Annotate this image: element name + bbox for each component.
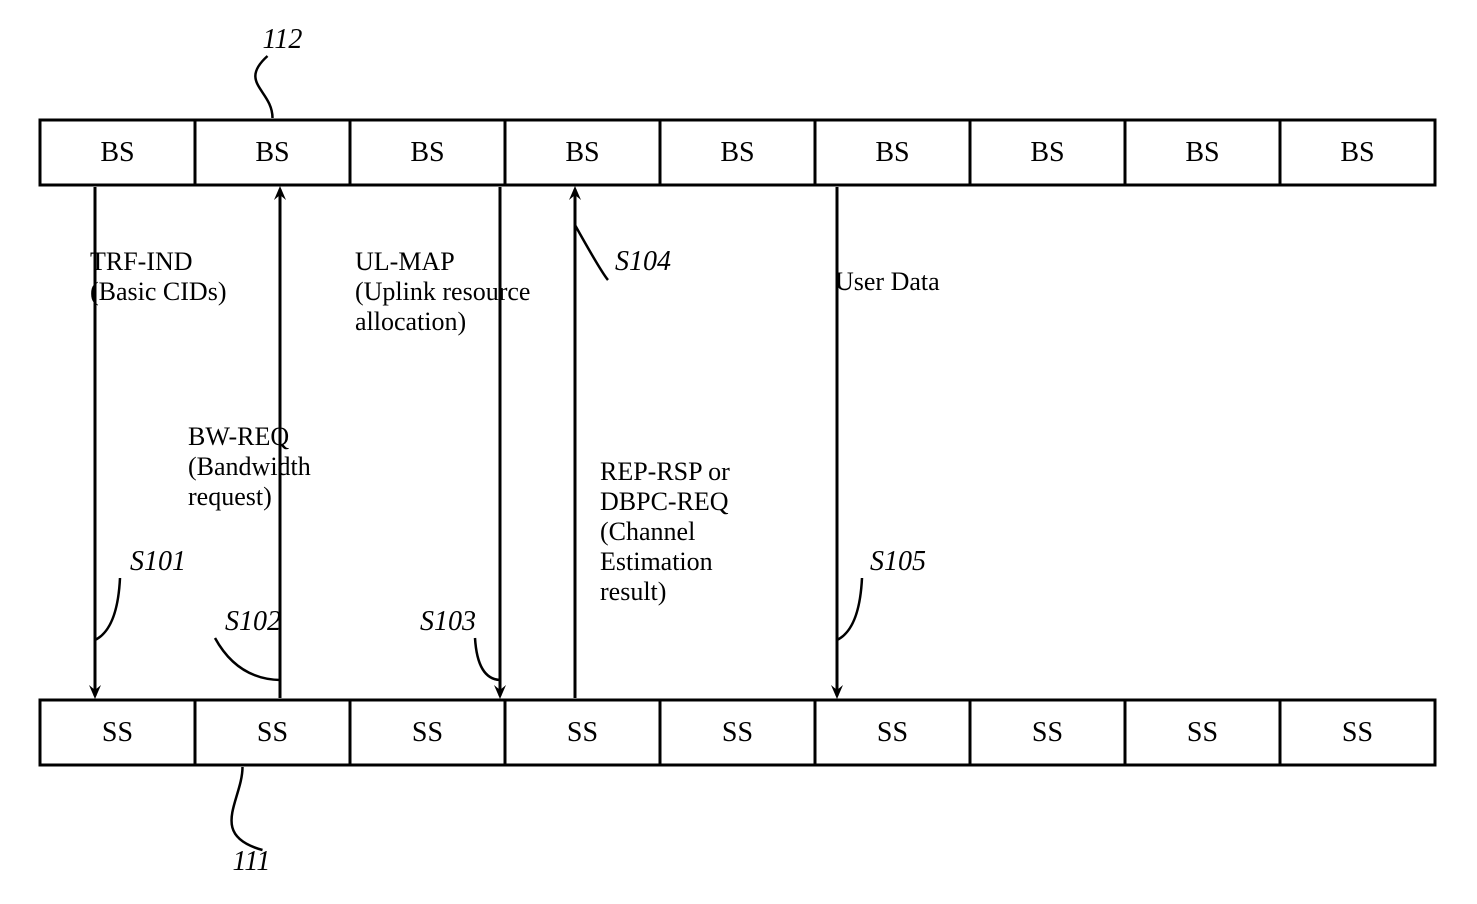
top-cell-label-6: BS <box>1030 137 1064 168</box>
ref-connector-112 <box>255 56 272 118</box>
ref-connector-111 <box>232 767 263 850</box>
bottom-cell-label-6: SS <box>1032 717 1063 748</box>
arrow-label-S102-line2: request) <box>188 482 272 511</box>
top-cell-label-8: BS <box>1340 137 1374 168</box>
sequence-diagram: BS BS BS BS BS BS BS BS BS SS SS SS SS SS SS SS SS SS 112 1… <box>0 0 1477 904</box>
step-connector-S102 <box>215 638 280 680</box>
bottom-cell-label-2: SS <box>412 717 443 748</box>
step-label-S103: S103 <box>420 606 476 637</box>
bottom-cell-label-5: SS <box>877 717 908 748</box>
top-cell-label-4: BS <box>720 137 754 168</box>
top-cell-label-5: BS <box>875 137 909 168</box>
step-connector-S105 <box>837 578 862 640</box>
arrow-label-S104-line1: DBPC-REQ <box>600 487 729 516</box>
step-connector-S101 <box>95 578 120 640</box>
arrow-label-S102-line0: BW-REQ <box>188 422 289 451</box>
arrow-label-S103-line2: allocation) <box>355 307 466 336</box>
step-connector-S104 <box>575 225 608 280</box>
ref-label-112: 112 <box>263 24 303 55</box>
arrow-label-S101-line1: (Basic CIDs) <box>90 277 226 306</box>
arrow-label-S104-line2: (Channel <box>600 517 695 546</box>
bottom-cell-label-8: SS <box>1342 717 1373 748</box>
top-cell-label-3: BS <box>565 137 599 168</box>
step-connector-S103 <box>475 638 500 680</box>
arrow-label-S103-line0: UL-MAP <box>355 247 455 276</box>
arrow-label-S103-line1: (Uplink resource <box>355 277 530 306</box>
top-cell-label-2: BS <box>410 137 444 168</box>
arrow-label-S104-line3: Estimation <box>600 547 713 576</box>
arrow-label-S105-line0: User Data <box>835 267 940 296</box>
step-label-S104: S104 <box>615 246 671 277</box>
top-cell-label-7: BS <box>1185 137 1219 168</box>
ref-label-111: 111 <box>233 846 271 877</box>
arrow-label-S104-line0: REP-RSP or <box>600 457 730 486</box>
arrow-label-S101-line0: TRF-IND <box>90 247 193 276</box>
bottom-cell-label-1: SS <box>257 717 288 748</box>
step-label-S101: S101 <box>130 546 186 577</box>
bottom-cell-label-4: SS <box>722 717 753 748</box>
step-label-S102: S102 <box>225 606 281 637</box>
arrow-label-S102-line1: (Bandwidth <box>188 452 311 481</box>
arrow-label-S104-line4: result) <box>600 577 666 606</box>
bottom-cell-label-0: SS <box>102 717 133 748</box>
step-label-S105: S105 <box>870 546 926 577</box>
top-cell-label-1: BS <box>255 137 289 168</box>
bottom-cell-label-3: SS <box>567 717 598 748</box>
top-cell-label-0: BS <box>100 137 134 168</box>
bottom-cell-label-7: SS <box>1187 717 1218 748</box>
